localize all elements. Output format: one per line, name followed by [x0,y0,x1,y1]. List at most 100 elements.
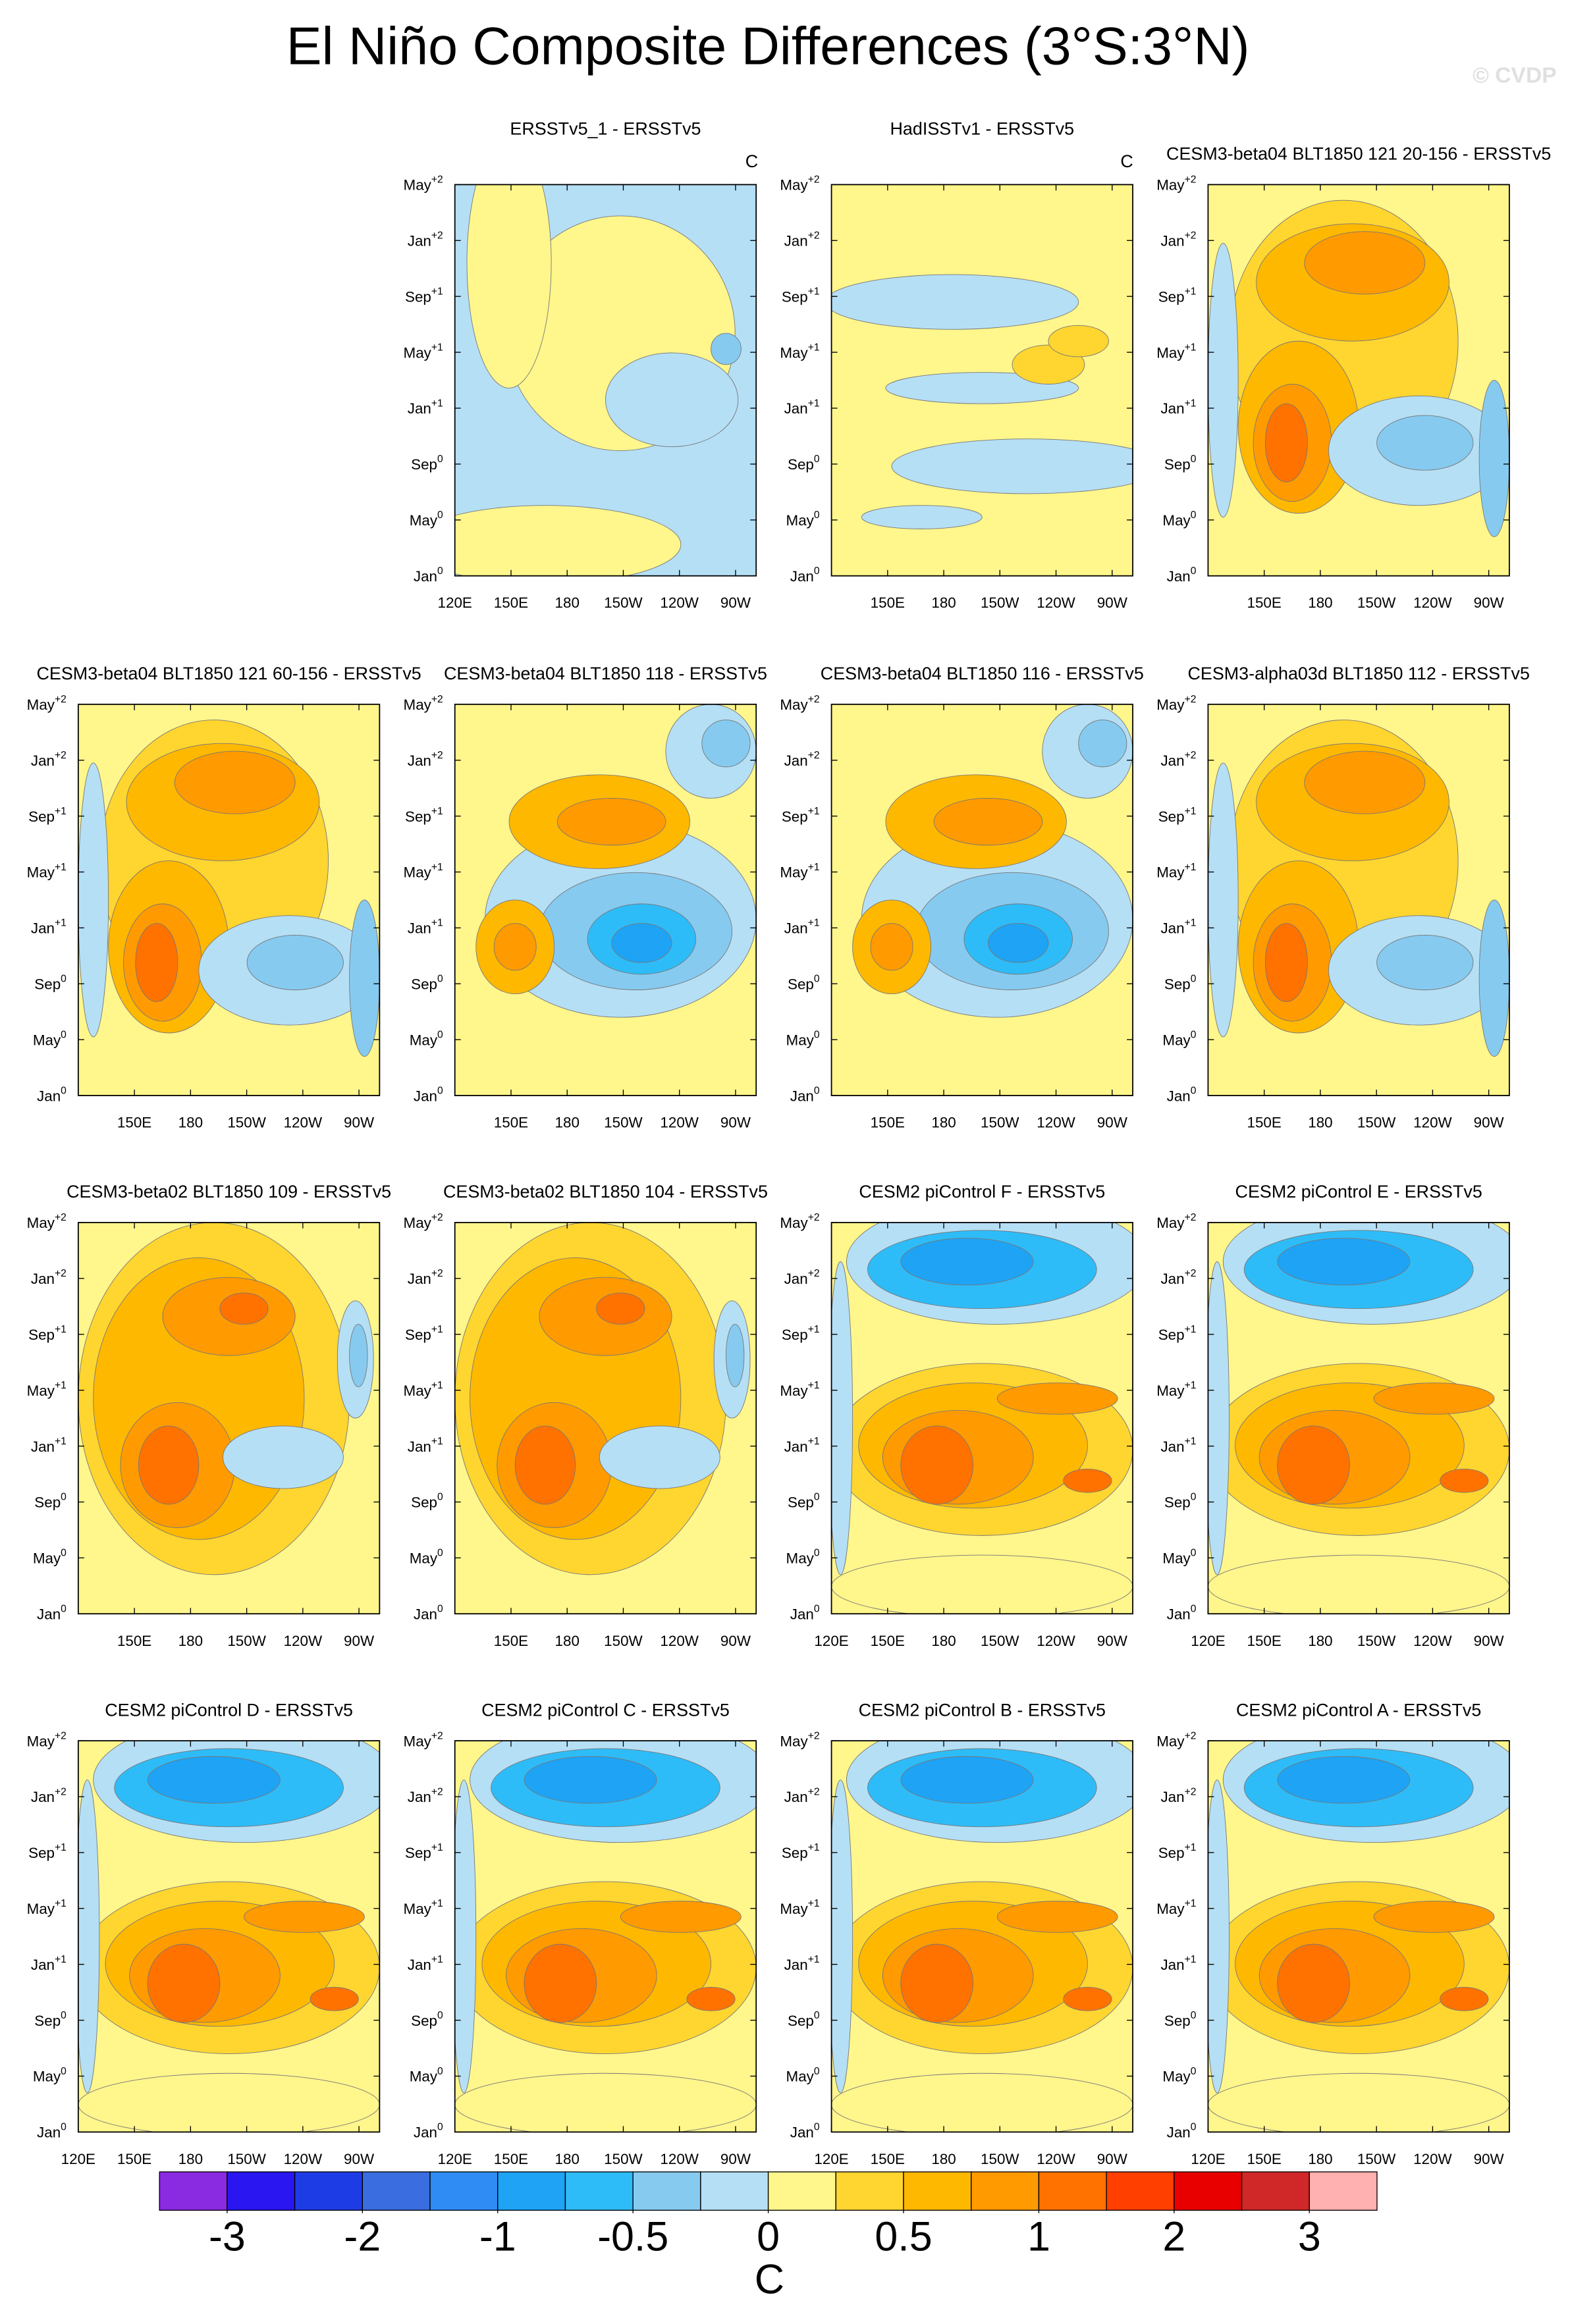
x-tick-label: 150E [871,1115,905,1131]
colorbar-box [362,2171,431,2211]
y-tick-month: Jan [31,753,55,769]
contour-field [831,1222,1133,1614]
panel-frame [830,184,1133,577]
y-tick-month: May [27,1901,55,1917]
colorbar-label: 0.5 [875,2214,932,2260]
contour-field [1208,704,1509,1096]
y-tick-sup: +2 [55,750,67,761]
y-tick-sup: +1 [55,1380,67,1391]
panel-frame [454,184,757,577]
y-tick-label: Sep+1 [28,1324,67,1343]
y-tick-label: May+1 [27,862,67,881]
y-tick-label: Sep0 [1164,1492,1197,1511]
y-tick-sup: +1 [1185,1324,1197,1335]
y-tick-label: Jan+2 [784,230,820,250]
y-tick-month: May [1156,697,1185,713]
x-tick-label: 180 [931,1115,956,1131]
y-tick-sup: +2 [1185,174,1197,186]
y-tick-sup: +2 [431,1731,443,1742]
y-tick-month: Jan [1160,232,1184,249]
x-tick-label: 150W [1357,594,1396,611]
field-region [1277,1943,1350,2023]
y-tick-month: Jan [1160,920,1184,937]
y-tick-label: Sep+1 [782,1324,820,1343]
x-tick-label: 180 [931,1633,956,1649]
y-tick-label: Jan+2 [31,1786,67,1805]
colorbar-box [1038,2171,1107,2211]
y-tick-month: Sep [1158,808,1185,825]
y-tick-sup: +1 [1185,862,1197,873]
contour-field [1208,1222,1509,1614]
x-tick-label: 150E [1247,1633,1282,1649]
y-tick-month: May [404,1733,432,1749]
y-tick-month: Jan [31,1439,55,1455]
y-tick-label: Jan+2 [784,1786,820,1805]
y-tick-month: Jan [37,1088,61,1104]
field-region [900,1943,974,2023]
field-region [900,1756,1034,1804]
y-tick-sup: +1 [1185,342,1197,354]
panel-title: ERSSTv5_1 - ERSSTv5 [510,119,701,139]
colorbar-box [1309,2171,1378,2211]
field-region [246,934,344,991]
y-tick-label: Jan+1 [408,918,443,937]
y-tick-month: Sep [34,2013,61,2029]
panel-frame [77,1740,381,2133]
panel-frame [77,703,381,1096]
y-tick-label: May+1 [780,1898,819,1917]
x-tick-label: 150W [981,594,1019,611]
y-tick-sup: 0 [437,1548,443,1559]
field-region [1478,380,1509,537]
field-region [349,899,380,1057]
y-tick-sup: +1 [808,1954,820,1965]
x-tick-label: 90W [1097,1633,1128,1649]
y-tick-month: May [1156,1733,1185,1749]
y-tick-sup: +1 [808,862,820,873]
x-tick-label: 150W [227,2151,266,2167]
panel-title: CESM3-alpha03d BLT1850 112 - ERSSTv5 [1187,664,1529,683]
y-tick-month: Jan [408,1271,431,1287]
field-region [620,1901,742,1933]
y-tick-month: May [786,1550,815,1566]
y-tick-sup: +1 [808,398,820,409]
colorbar-label: 0 [757,2214,780,2260]
x-tick-label: 180 [1308,1633,1332,1649]
x-tick-label: 150E [117,1633,151,1649]
y-tick-label: Jan0 [790,2122,820,2141]
y-tick-month: May [404,1901,432,1917]
y-tick-sup: +2 [808,174,820,186]
y-tick-label: Jan0 [1167,1085,1197,1104]
contour-field [78,704,380,1096]
field-region [78,1780,100,2094]
field-region [1208,1780,1230,2094]
y-tick-month: Jan [408,1789,431,1805]
y-tick-sup: +2 [808,1786,820,1797]
y-tick-month: May [33,1550,61,1566]
x-tick-label: 90W [1097,594,1128,611]
panel-frame [454,703,757,1096]
y-tick-month: May [786,2069,815,2085]
y-tick-month: Jan [1167,568,1191,585]
y-tick-month: Jan [414,1606,437,1622]
y-tick-label: May+2 [27,1731,67,1750]
colorbar-label: 3 [1298,2214,1321,2260]
y-tick-sup: +1 [1185,806,1197,817]
y-tick-sup: +1 [431,806,443,817]
x-tick-label: 90W [1474,1633,1505,1649]
x-tick-label: 90W [1474,594,1505,611]
y-tick-month: May [1156,1383,1185,1399]
y-tick-sup: 0 [437,2010,443,2021]
colorbar-label: -2 [344,2214,381,2260]
y-tick-label: May+2 [404,174,443,194]
y-tick-label: May0 [33,2066,67,2085]
y-tick-sup: +2 [808,1731,820,1742]
y-tick-month: Jan [784,920,808,937]
y-tick-label: Jan+1 [31,918,67,937]
x-tick-label: 150W [1357,1115,1396,1131]
y-tick-label: Jan0 [37,2122,67,2141]
field-region [1048,325,1109,357]
y-tick-sup: 0 [1191,510,1197,521]
y-tick-label: May+2 [1156,1731,1196,1750]
y-tick-sup: +2 [55,1786,67,1797]
